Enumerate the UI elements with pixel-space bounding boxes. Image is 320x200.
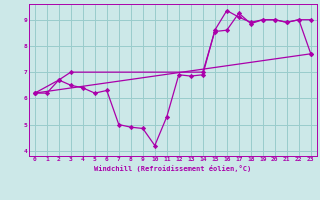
X-axis label: Windchill (Refroidissement éolien,°C): Windchill (Refroidissement éolien,°C) — [94, 165, 252, 172]
